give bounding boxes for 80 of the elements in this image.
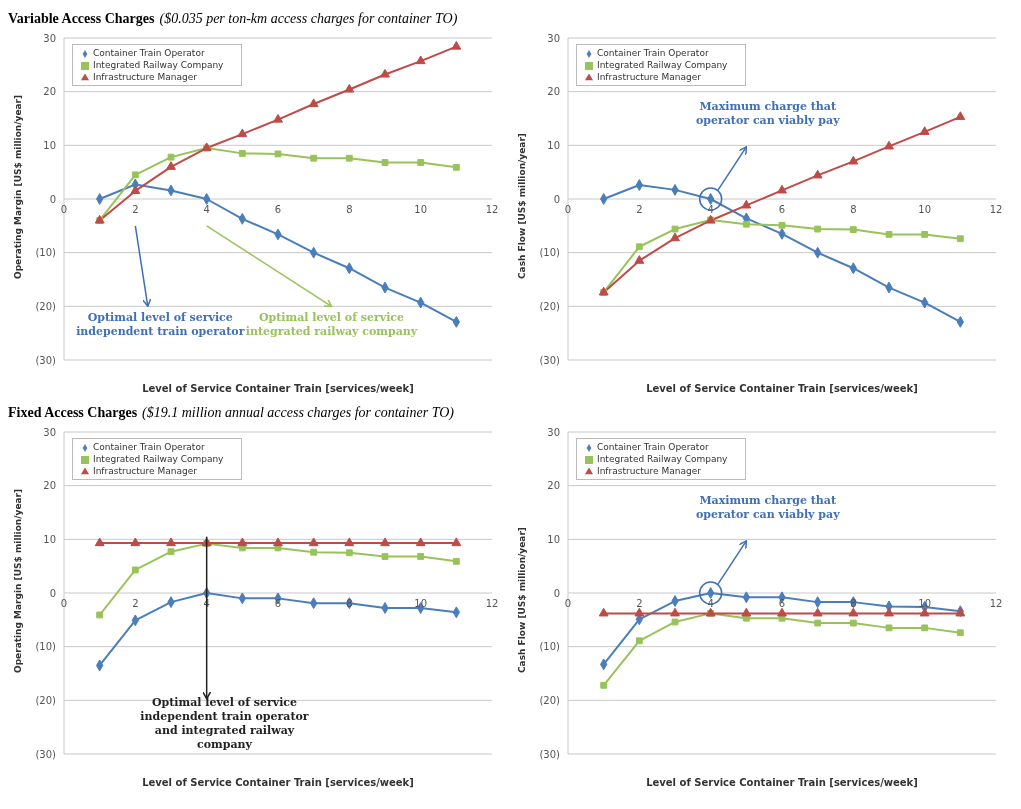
y-tick-label: (20)	[539, 300, 561, 312]
annotation: Maximum charge that operator can viably pay	[694, 100, 841, 129]
y-tick-label: 30	[547, 32, 560, 44]
y-tick-label: 10	[43, 139, 56, 151]
y-axis-title: Cash Flow [US$ million/year]	[517, 133, 528, 279]
x-tick-label: 8	[346, 598, 353, 609]
x-axis-title: Level of Service Container Train [services/week]	[142, 383, 414, 394]
annotation: Optimal level of service independent train operator and integrated railway company	[139, 696, 310, 753]
y-tick-label: (10)	[35, 247, 57, 259]
y-tick-label: 30	[43, 426, 56, 438]
y-tick-label: (10)	[35, 641, 57, 653]
y-tick-label: 10	[43, 533, 56, 545]
annotation: Optimal level of service integrated railway company	[245, 311, 418, 339]
chart-subtitle: ($0.035 per ton-km access charges for container TO)	[159, 11, 458, 26]
y-tick-label: (20)	[35, 694, 57, 706]
y-tick-label: 10	[547, 533, 560, 545]
legend-label: Infrastructure Manager	[93, 72, 197, 82]
y-tick-label: 20	[547, 480, 560, 492]
y-tick-label: 0	[49, 587, 56, 599]
annotation: Optimal level of service independent train operator	[76, 311, 245, 339]
chart-title: Fixed Access Charges	[8, 405, 138, 420]
x-axis-title: Level of Service Container Train [services/week]	[646, 383, 918, 394]
y-tick-label: (20)	[35, 300, 57, 312]
annotation: Maximum charge that operator can viably pay	[694, 494, 841, 523]
y-tick-label: 30	[43, 32, 56, 44]
y-tick-label: 20	[43, 86, 56, 98]
legend-label: Integrated Railway Company	[597, 60, 728, 70]
y-tick-label: (30)	[35, 354, 57, 366]
legend-label: Container Train Operator	[93, 442, 205, 452]
legend-label: Integrated Railway Company	[93, 454, 224, 464]
y-tick-label: (20)	[539, 694, 561, 706]
legend-label: Container Train Operator	[93, 48, 205, 58]
x-axis-title: Level of Service Container Train [services/week]	[142, 777, 414, 788]
y-tick-label: 20	[43, 480, 56, 492]
x-tick-label: 2	[636, 598, 643, 609]
y-tick-label: (10)	[539, 641, 561, 653]
x-tick-label: 0	[60, 204, 68, 215]
legend-label: Container Train Operator	[597, 48, 709, 58]
y-tick-label: 30	[547, 426, 560, 438]
y-tick-label: (30)	[539, 748, 561, 760]
x-tick-label: 4	[203, 204, 210, 215]
x-tick-label: 8	[850, 598, 857, 609]
y-axis-title: Operating Margin [US$ million/year]	[13, 488, 24, 673]
x-tick-label: 0	[564, 598, 572, 609]
x-tick-label: 12	[485, 598, 499, 609]
chart-title: Variable Access Charges	[8, 11, 155, 26]
y-tick-label: (30)	[539, 354, 561, 366]
x-tick-label: 10	[918, 204, 932, 215]
x-tick-label: 10	[414, 598, 428, 609]
x-tick-label: 6	[778, 204, 786, 215]
y-tick-label: (30)	[35, 748, 57, 760]
legend-label: Infrastructure Manager	[597, 466, 701, 476]
legend-label: Container Train Operator	[597, 442, 709, 452]
chart-subtitle: ($19.1 million annual access charges for container TO)	[142, 405, 454, 420]
y-axis-title: Cash Flow [US$ million/year]	[517, 527, 528, 673]
x-tick-label: 2	[132, 598, 139, 609]
legend-label: Infrastructure Manager	[93, 466, 197, 476]
y-tick-label: 0	[553, 193, 560, 205]
y-axis-title: Operating Margin [US$ million/year]	[13, 94, 24, 279]
x-axis-title: Level of Service Container Train [services/week]	[646, 777, 918, 788]
x-tick-label: 10	[414, 204, 428, 215]
x-tick-label: 6	[778, 598, 786, 609]
y-tick-label: 10	[547, 139, 560, 151]
legend-label: Infrastructure Manager	[597, 72, 701, 82]
x-tick-label: 2	[636, 204, 643, 215]
x-tick-label: 2	[132, 204, 139, 215]
legend-label: Integrated Railway Company	[597, 454, 728, 464]
x-tick-label: 0	[60, 598, 68, 609]
x-tick-label: 6	[274, 204, 282, 215]
y-tick-label: 0	[553, 587, 560, 599]
x-tick-label: 8	[850, 204, 857, 215]
legend-label: Integrated Railway Company	[93, 60, 224, 70]
y-tick-label: 0	[49, 193, 56, 205]
x-tick-label: 8	[346, 204, 353, 215]
x-tick-label: 12	[989, 598, 1003, 609]
x-tick-label: 12	[485, 204, 499, 215]
y-tick-label: (10)	[539, 247, 561, 259]
y-tick-label: 20	[547, 86, 560, 98]
x-tick-label: 12	[989, 204, 1003, 215]
x-tick-label: 0	[564, 204, 572, 215]
